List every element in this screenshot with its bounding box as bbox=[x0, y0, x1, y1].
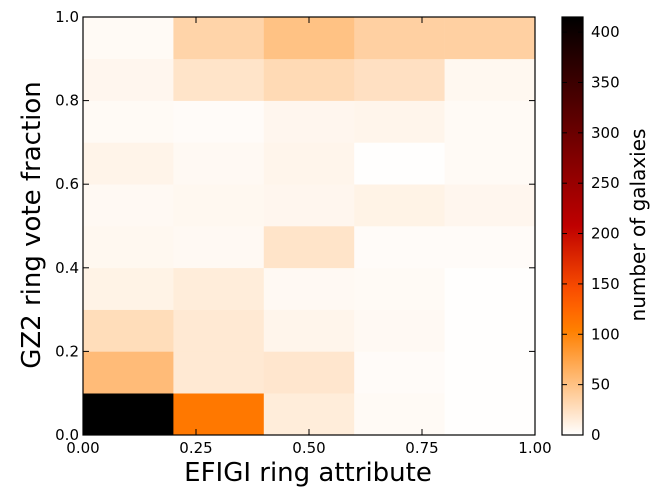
heatmap-cell bbox=[83, 351, 174, 394]
colorbar-tick-label: 200 bbox=[591, 225, 620, 243]
heatmap-cell bbox=[263, 351, 355, 394]
colorbar-tick-label: 350 bbox=[591, 73, 620, 91]
y-tick-label: 0.4 bbox=[55, 259, 79, 277]
heatmap-cell bbox=[173, 142, 265, 185]
heatmap-cell bbox=[354, 58, 445, 101]
heatmap-cell bbox=[83, 309, 174, 352]
colorbar-label: number of galaxies bbox=[626, 129, 650, 322]
heatmap-cell bbox=[263, 267, 355, 310]
heatmap-cell bbox=[173, 17, 265, 60]
heatmap-cell bbox=[263, 309, 355, 352]
y-axis-label: GZ2 ring vote fraction bbox=[17, 81, 47, 369]
heatmap-cells bbox=[83, 17, 536, 436]
heatmap-cell bbox=[444, 351, 536, 394]
colorbar-gradient bbox=[561, 16, 584, 436]
heatmap-cell bbox=[173, 100, 265, 143]
heatmap-cell bbox=[354, 393, 445, 436]
heatmap-cell bbox=[444, 100, 536, 143]
heatmap-cell bbox=[83, 58, 174, 101]
heatmap-cell bbox=[83, 17, 174, 60]
heatmap-cell bbox=[83, 100, 174, 143]
y-tick-label: 0.0 bbox=[55, 426, 79, 444]
heatmap-cell bbox=[173, 309, 265, 352]
x-tick-label: 0.00 bbox=[66, 439, 99, 457]
x-axis-label: EFIGI ring attribute bbox=[184, 458, 432, 487]
heatmap-cell bbox=[354, 309, 445, 352]
heatmap-cell bbox=[263, 393, 355, 436]
heatmap-cell bbox=[83, 184, 174, 227]
colorbar: 0 50 100 150 200 250 300 350 400 bbox=[561, 16, 620, 444]
heatmap-cell bbox=[354, 226, 445, 269]
y-tick-label: 0.8 bbox=[55, 92, 79, 110]
colorbar-tick-label: 50 bbox=[591, 376, 610, 394]
x-tick-label: 0.50 bbox=[292, 439, 325, 457]
colorbar-tick-label: 100 bbox=[591, 325, 620, 343]
heatmap-cell bbox=[444, 184, 536, 227]
heatmap-cell bbox=[173, 267, 265, 310]
heatmap-cell bbox=[444, 142, 536, 185]
heatmap-cell bbox=[354, 100, 445, 143]
heatmap-cell bbox=[263, 184, 355, 227]
heatmap-cell bbox=[444, 267, 536, 310]
heatmap-cell bbox=[263, 58, 355, 101]
heatmap-cell bbox=[263, 226, 355, 269]
heatmap-cell bbox=[173, 351, 265, 394]
heatmap-cell bbox=[173, 226, 265, 269]
heatmap-cell bbox=[444, 17, 536, 60]
heatmap-cell bbox=[83, 267, 174, 310]
heatmap-cell bbox=[263, 142, 355, 185]
colorbar-tick-label: 0 bbox=[591, 426, 601, 444]
heatmap-cell bbox=[263, 17, 355, 60]
y-tick-label: 0.2 bbox=[55, 342, 79, 360]
colorbar-tick-label: 300 bbox=[591, 124, 620, 142]
heatmap-cell bbox=[83, 393, 174, 436]
x-tick-label: 1.00 bbox=[518, 439, 551, 457]
heatmap-cell bbox=[173, 58, 265, 101]
heatmap-cell bbox=[444, 309, 536, 352]
y-tick-label: 0.6 bbox=[55, 175, 79, 193]
y-tick-label: 1.0 bbox=[55, 8, 79, 26]
heatmap-cell bbox=[263, 100, 355, 143]
x-tick-label: 0.75 bbox=[405, 439, 438, 457]
heatmap-cell bbox=[354, 267, 445, 310]
heatmap-cell bbox=[444, 226, 536, 269]
heatmap-cell bbox=[354, 142, 445, 185]
plot-axes: 0.00 0.25 0.50 0.75 1.00 0.0 0.2 0.4 0.6 0.8 1.0 bbox=[55, 8, 552, 457]
heatmap-cell bbox=[354, 184, 445, 227]
colorbar-tick-label: 400 bbox=[591, 23, 620, 41]
heatmap-cell bbox=[444, 58, 536, 101]
heatmap-cell bbox=[173, 393, 265, 436]
heatmap-cell bbox=[83, 226, 174, 269]
heatmap-cell bbox=[354, 351, 445, 394]
heatmap-cell bbox=[354, 17, 445, 60]
heatmap-cell bbox=[444, 393, 536, 436]
x-tick-label: 0.25 bbox=[179, 439, 212, 457]
heatmap-cell bbox=[83, 142, 174, 185]
heatmap-cell bbox=[173, 184, 265, 227]
colorbar-tick-label: 150 bbox=[591, 275, 620, 293]
colorbar-tick-label: 250 bbox=[591, 174, 620, 192]
